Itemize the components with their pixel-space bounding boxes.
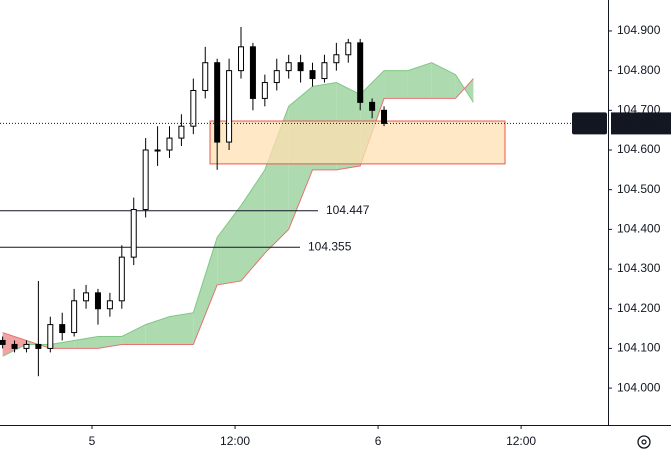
y-tick-label: 104.900 <box>617 23 661 37</box>
price-tag-label: 104.667 <box>617 117 661 131</box>
candle-body <box>345 42 352 56</box>
candle-body <box>47 324 54 349</box>
y-tick-label: 104.300 <box>617 261 661 275</box>
candle-body <box>226 70 233 143</box>
candle-body <box>297 62 304 72</box>
candle-body <box>83 292 90 302</box>
x-tick-label: 12:00 <box>506 434 536 448</box>
gear-center <box>641 439 647 445</box>
x-tick-label: 6 <box>375 434 382 448</box>
candle-body <box>357 42 364 103</box>
y-tick-label: 104.100 <box>617 341 661 355</box>
candle-body <box>166 137 173 151</box>
cloud-segment <box>384 70 408 99</box>
cloud-segment <box>121 324 146 345</box>
candle-body <box>190 89 197 127</box>
y-tick-label: 104.200 <box>617 301 661 315</box>
candle-body <box>285 62 292 72</box>
x-tick-label: 5 <box>89 434 96 448</box>
level-label: 104.355 <box>308 239 352 253</box>
candle-body <box>71 300 78 334</box>
cloud-segment <box>241 169 265 281</box>
cloud-segment <box>145 316 170 345</box>
cloud-segment <box>217 205 242 285</box>
y-tick-label: 104.400 <box>617 222 661 236</box>
candle-body <box>11 343 18 349</box>
price-tag <box>611 112 671 135</box>
candle-body <box>118 256 125 302</box>
candle-body <box>238 46 245 72</box>
level-label: 104.447 <box>326 203 370 217</box>
plot-area: 104.447 104.355 <box>0 26 608 377</box>
candle-body <box>59 324 66 334</box>
candle-body <box>381 109 388 124</box>
gear-icon <box>637 435 651 449</box>
y-tick-label: 104.600 <box>617 142 661 156</box>
candle-body <box>130 209 137 258</box>
candle-body <box>321 62 328 80</box>
candle-body <box>261 82 268 99</box>
y-tick-label: 104.000 <box>617 380 661 394</box>
candle-body <box>249 46 256 99</box>
cloud-segment <box>193 237 218 345</box>
cloud-segment <box>50 340 75 349</box>
cloud-span-a <box>2 62 474 357</box>
candle-body <box>333 54 340 64</box>
candle-body <box>214 62 221 143</box>
candle-body <box>0 339 6 345</box>
zone <box>209 120 506 165</box>
candle-body <box>142 149 149 211</box>
candle-body <box>35 343 42 349</box>
cloud-segment <box>169 312 194 345</box>
symbol-label: DXY <box>577 117 602 131</box>
settings-button[interactable] <box>637 435 651 449</box>
y-tick-label: 104.800 <box>617 63 661 77</box>
candle-body <box>369 101 376 111</box>
candle-body <box>309 70 316 80</box>
cloud-segment <box>407 62 432 99</box>
candle-body <box>94 292 101 310</box>
symbol-tag <box>572 112 607 135</box>
candle-body <box>273 70 280 84</box>
candle-body <box>154 149 161 152</box>
candle-body <box>106 300 113 310</box>
cloud-span-b <box>2 78 474 349</box>
candle-body <box>202 62 209 91</box>
candle-body <box>178 125 185 139</box>
candle-body <box>23 343 30 349</box>
x-tick-label: 12:00 <box>220 434 250 448</box>
y-tick-label: 104.500 <box>617 182 661 196</box>
